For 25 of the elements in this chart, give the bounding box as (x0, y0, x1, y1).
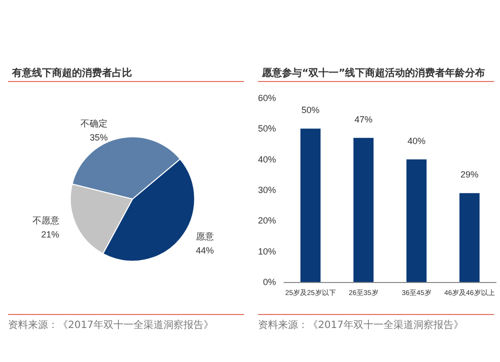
chart-title: 有意线下商超的消费者占比 (12, 66, 132, 80)
bar (459, 193, 480, 282)
slice-label: 不愿意 (32, 215, 60, 226)
data-label: 35% (90, 132, 108, 143)
y-tick-label: 20% (258, 216, 276, 226)
data-label: 47% (354, 114, 373, 124)
text: 资料来源：《2017年双十一全渠道洞察报告》 (8, 318, 214, 332)
y-tick-label: 0% (262, 277, 276, 287)
slice-label: 不确定 (80, 118, 108, 129)
chart-title: 愿意参与“双十一”线下商超活动的消费者年龄分布 (262, 66, 486, 80)
data-label: 44% (196, 245, 214, 256)
y-tick-label: 60% (258, 93, 276, 103)
data-label: 50% (301, 105, 320, 116)
y-tick-label: 50% (258, 124, 276, 134)
bar (406, 159, 427, 282)
data-label: 29% (460, 170, 479, 180)
bar (300, 128, 321, 282)
bar (353, 138, 374, 282)
data-label: 21% (41, 229, 60, 240)
y-tick-label: 30% (258, 185, 276, 195)
y-tick-label: 40% (258, 154, 276, 164)
text: 资料来源：《2017年双十一全渠道洞察报告》 (258, 318, 464, 332)
y-tick-label: 10% (258, 246, 276, 256)
data-label: 40% (407, 136, 426, 146)
slice-label: 愿意 (196, 231, 214, 242)
